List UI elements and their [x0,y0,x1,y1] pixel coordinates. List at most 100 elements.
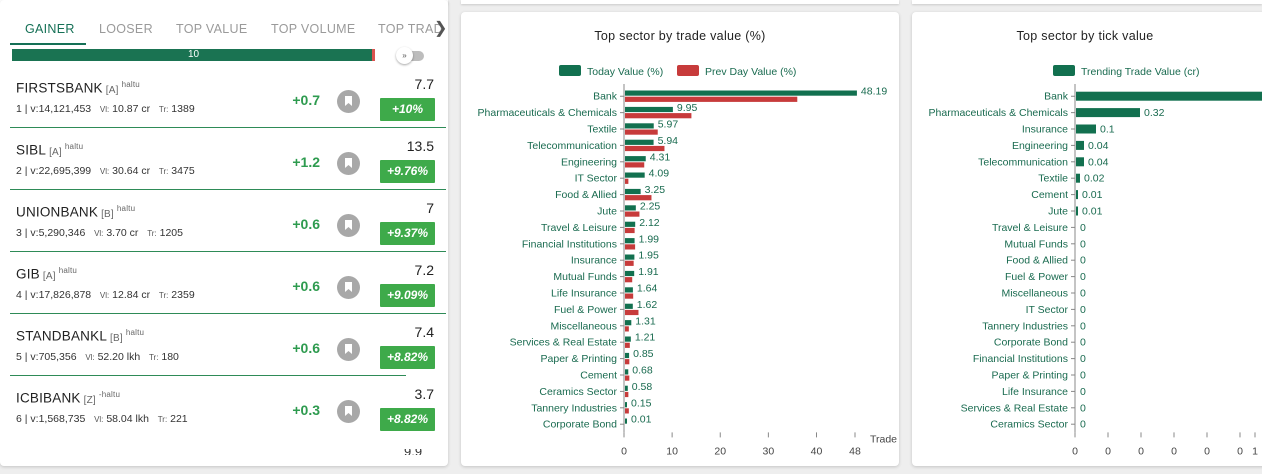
volume-value: 14,121,453 [38,103,92,115]
price-change: +0.6 [292,278,320,294]
category-label: Insurance [571,255,617,267]
row-index: 2 [16,165,22,177]
bar-primary [625,205,636,211]
tab-top-value[interactable]: TOP VALUE [176,22,248,36]
legend-prev[interactable]: Prev Day Value (%) [677,65,796,78]
value-label: Vl: [85,353,95,362]
tab-gainer[interactable]: GAINER [25,22,75,36]
chevron-right-icon[interactable]: ❯ [434,20,448,37]
bar-secondary [625,178,629,184]
trade-value-bar-chart: Bank 48.19 Pharmaceuticals & Chemicals 9.95… [478,84,897,457]
category-label: Pharmaceuticals & Chemicals [929,107,1068,119]
data-label: 1.95 [638,250,659,262]
view-toggle[interactable]: » [396,47,426,64]
category-label: IT Sector [1026,304,1069,316]
bar-primary [1076,206,1078,216]
category-label: Textile [587,124,617,136]
stock-row[interactable]: GIB [A] haltu 4 | v:17,826,878 Vl: 12.84 cr… [10,252,446,314]
volume-label: v: [30,351,39,363]
value-label: Vl: [94,415,104,424]
data-label: 0.04 [1088,156,1109,168]
bar-secondary [625,408,629,414]
bar-secondary [625,211,640,217]
category-label: Cement [1031,189,1068,201]
bar-primary [625,402,627,408]
data-label: 0 [1080,370,1086,382]
row-index: 5 [16,351,22,363]
bar-primary [625,385,628,391]
bookmark-icon[interactable] [337,276,360,299]
tab-top-volume[interactable]: TOP VOLUME [271,22,356,36]
tab-top-trade[interactable]: TOP TRADE [378,22,442,36]
data-label: 1.99 [639,233,660,245]
bookmark-icon[interactable] [337,338,360,361]
bar-primary [625,352,630,359]
bar-primary [625,238,635,244]
bar-secondary [625,195,652,201]
data-label: 0 [1080,304,1086,316]
category-label: Ceramics Sector [990,419,1068,431]
bookmark-icon[interactable] [337,90,360,113]
x-tick-label: 0 [1237,445,1243,457]
bar-primary [625,172,645,178]
stock-category: [B] [101,208,114,220]
category-label: Telecommunication [978,156,1068,168]
stock-name[interactable]: STANDBANKL [B] haltu [16,328,144,344]
bar-secondary [625,96,798,102]
category-label: Pharmaceuticals & Chemicals [478,107,617,119]
stock-row[interactable]: SIBL [A] haltu 2 | v:22,695,399 Vl: 30.64 c… [10,128,446,190]
stock-row[interactable]: FIRSTSBANK [A] haltu 1 | v:14,121,453 Vl: 1… [10,66,446,128]
legend-trending[interactable]: Trending Trade Value (cr) [1053,65,1199,78]
data-label: 0.01 [631,414,652,426]
tab-looser[interactable]: LOOSER [99,22,153,36]
stock-row[interactable]: STANDBANKL [B] haltu 5 | v:705,356 Vl: 52.2… [10,314,446,376]
value-value: 30.64 cr [112,165,151,177]
tick-value-chart-card: Top sector by tick value Trending Trade … [912,12,1262,466]
legend-label-trending: Trending Trade Value (cr) [1081,66,1200,78]
bar-secondary [625,129,658,135]
percent-change-badge: +8.82% [380,408,435,431]
bookmark-icon[interactable] [337,400,360,423]
last-price: 13.5 [406,138,434,154]
stock-name[interactable]: SIBL [A] haltu [16,142,83,158]
volume-label: v: [30,413,39,425]
data-label: 3.25 [645,184,666,196]
bookmark-icon[interactable] [337,214,360,237]
tick-value-bar-chart: Bank Pharmaceuticals & Chemicals 0.32 Insur… [929,84,1262,457]
stock-name[interactable]: FIRSTSBANK [A] haltu [16,80,140,96]
chart-title: Top sector by trade value (%) [594,29,766,43]
x-tick-label: 30 [763,445,775,457]
stock-name[interactable]: UNIONBANK [B] haltu [16,204,135,220]
data-label: 2.25 [640,201,661,213]
data-label: 4.31 [650,151,671,163]
legend-today[interactable]: Today Value (%) [559,65,663,78]
data-label: 0 [1080,353,1086,365]
data-label: 1.31 [635,315,656,327]
stock-row[interactable]: ICBIBANK [Z] -haltu 6 | v:1,568,735 Vl: 58.… [10,376,446,438]
category-label: Life Insurance [551,288,617,300]
trades-label: Tr: [158,105,169,114]
data-label: 5.97 [658,119,679,131]
stock-symbol: UNIONBANK [16,204,99,220]
category-label: Paper & Printing [992,370,1069,382]
category-label: Financial Institutions [973,353,1068,365]
bar-primary [1076,190,1078,200]
data-label: 0.01 [1082,206,1103,218]
volume-value: 22,695,399 [38,165,92,177]
volume-value: 5,290,346 [38,227,86,239]
stock-row[interactable]: UNIONBANK [B] haltu 3 | v:5,290,346 Vl: 3.7… [10,190,446,252]
volume-label: v: [30,227,39,239]
value-value: 10.87 cr [112,103,151,115]
legend-label-today: Today Value (%) [587,66,664,78]
data-label: 0 [1080,320,1086,332]
data-label: 0.58 [632,381,653,393]
category-label: Engineering [1012,140,1068,152]
bar-secondary [625,359,630,365]
bar-primary [625,320,632,326]
percent-change-badge: +10% [380,98,435,121]
bookmark-icon[interactable] [337,152,360,175]
stock-name[interactable]: ICBIBANK [Z] -haltu [16,390,120,406]
stock-name[interactable]: GIB [A] haltu [16,266,77,282]
tab-bar: GAINER LOOSER TOP VALUE TOP VOLUME TOP T… [10,14,448,45]
category-label: Telecommunication [527,140,617,152]
